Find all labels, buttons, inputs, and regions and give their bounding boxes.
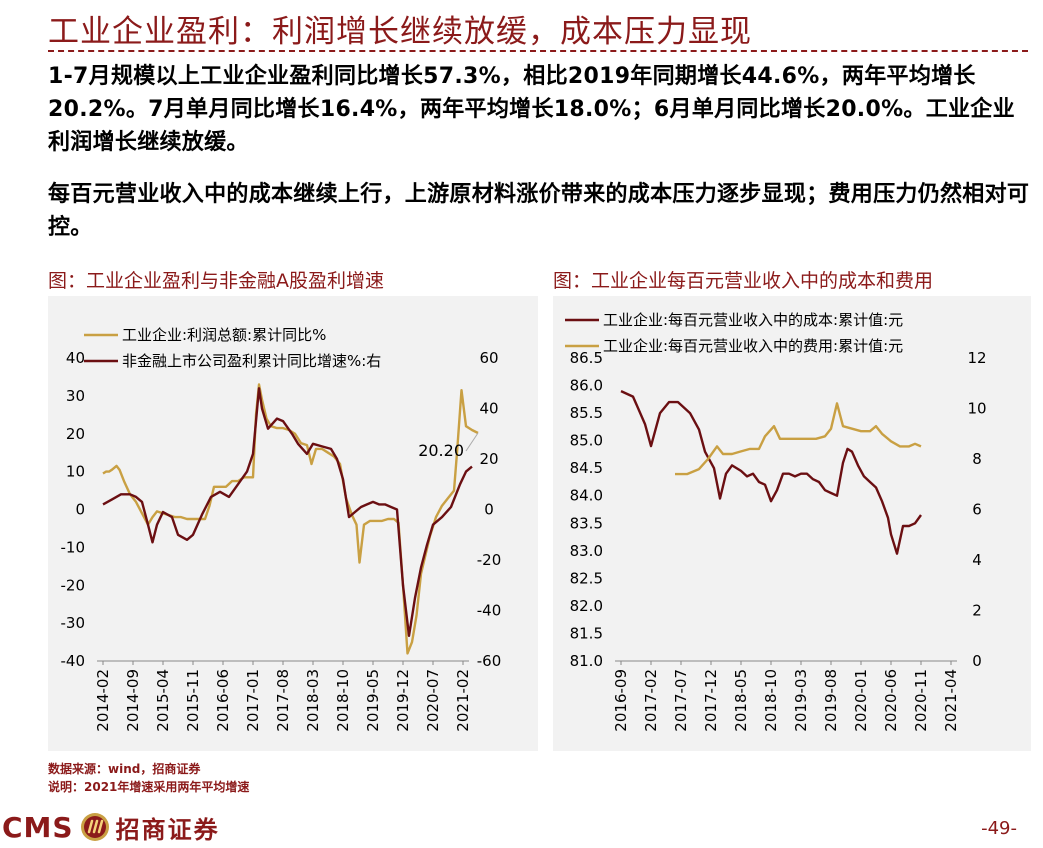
y2-tick-label: 8 bbox=[972, 450, 982, 468]
y-tick-label: 83.5 bbox=[570, 514, 603, 532]
y2-tick-label: 40 bbox=[479, 400, 498, 418]
page-title: 工业企业盈利：利润增长继续放缓，成本压力显现 bbox=[48, 14, 752, 50]
x-tick-label: 2016-06 bbox=[214, 669, 232, 732]
y2-tick-label: 60 bbox=[479, 349, 498, 367]
series-line-1 bbox=[620, 390, 922, 555]
right-chart: 2016-09 2017-02 2017-07 2017-12 2018-05 2018-… bbox=[565, 311, 987, 732]
y-tick-label: 82.5 bbox=[570, 569, 603, 587]
y-tick-label: -10 bbox=[61, 538, 86, 556]
y-tick-label: 84.5 bbox=[570, 459, 603, 477]
annotation-leader bbox=[465, 432, 479, 452]
brand-logo: CMS 招商证券 bbox=[2, 810, 220, 844]
legend-label: 工业企业:利润总额:累计同比% bbox=[122, 326, 326, 344]
y-tick-label: 30 bbox=[66, 387, 85, 405]
y2-tick-label: 6 bbox=[972, 501, 982, 519]
y-tick-label: 82.0 bbox=[570, 597, 603, 615]
title-divider bbox=[48, 50, 1028, 52]
logo-zh-text: 招商证券 bbox=[115, 814, 220, 844]
left-figure-title: 图：工业企业盈利与非金融A股盈利增速 bbox=[48, 270, 384, 292]
x-tick-label: 2020-06 bbox=[882, 669, 900, 732]
y2-tick-label: 0 bbox=[972, 652, 982, 670]
x-tick-label: 2014-02 bbox=[94, 669, 112, 732]
y2-tick-label: 12 bbox=[967, 349, 986, 367]
annotation-label: 20.20 bbox=[418, 441, 464, 460]
x-tick-label: 2019-08 bbox=[822, 669, 840, 732]
x-tick-label: 2019-05 bbox=[364, 669, 382, 732]
y-tick-label: 85.0 bbox=[570, 432, 603, 450]
logo-emblem-icon bbox=[80, 813, 109, 841]
y-tick-label: -40 bbox=[61, 652, 86, 670]
x-tick-label: 2020-07 bbox=[424, 669, 442, 732]
y-tick-label: 0 bbox=[75, 501, 85, 519]
y2-tick-label: -20 bbox=[477, 551, 502, 569]
y-tick-label: -30 bbox=[61, 614, 86, 632]
y-tick-label: 84.0 bbox=[570, 487, 603, 505]
x-tick-label: 2014-09 bbox=[124, 669, 142, 732]
data-source-note: 数据来源：wind，招商证券 bbox=[48, 762, 201, 776]
legend-label: 工业企业:每百元营业收入中的成本:累计值:元 bbox=[603, 311, 903, 329]
y-tick-label: 86.5 bbox=[570, 349, 603, 367]
series-line-1 bbox=[102, 383, 479, 655]
x-tick-label: 2018-03 bbox=[304, 669, 322, 732]
legend-label: 非金融上市公司盈利累计同比增速%:右 bbox=[122, 352, 381, 370]
x-tick-label: 2017-12 bbox=[702, 669, 720, 732]
summary-paragraph-1: 1-7月规模以上工业企业盈利同比增长57.3%，相比2019年同期增长44.6%… bbox=[48, 64, 1015, 155]
x-tick-label: 2017-08 bbox=[274, 669, 292, 732]
y2-tick-label: 10 bbox=[967, 400, 986, 418]
x-tick-label: 2015-04 bbox=[154, 669, 172, 732]
x-tick-label: 2020-11 bbox=[912, 669, 930, 732]
y-tick-label: -20 bbox=[61, 576, 86, 594]
y-tick-label: 86.0 bbox=[570, 377, 603, 395]
y-tick-label: 81.5 bbox=[570, 624, 603, 642]
x-tick-label: 2017-07 bbox=[672, 669, 690, 732]
x-tick-label: 2016-09 bbox=[612, 669, 630, 732]
x-tick-label: 2019-12 bbox=[394, 669, 412, 732]
left-chart: 2014-02 2014-09 2015-04 2015-11 2016-06 2017-… bbox=[61, 326, 502, 732]
summary-paragraph-2: 每百元营业收入中的成本继续上行，上游原材料涨价带来的成本压力逐步显现；费用压力仍… bbox=[48, 182, 1030, 240]
right-figure-title: 图：工业企业每百元营业收入中的成本和费用 bbox=[553, 270, 934, 292]
x-tick-label: 2021-04 bbox=[942, 669, 960, 732]
x-tick-label: 2018-10 bbox=[334, 669, 352, 732]
y2-tick-label: 4 bbox=[972, 551, 982, 569]
y-tick-label: 81.0 bbox=[570, 652, 603, 670]
y-tick-label: 83.0 bbox=[570, 542, 603, 560]
y2-tick-label: -40 bbox=[477, 602, 502, 620]
x-tick-label: 2020-01 bbox=[852, 669, 870, 732]
x-tick-label: 2019-03 bbox=[792, 669, 810, 732]
x-tick-label: 2017-01 bbox=[244, 669, 262, 732]
right-chart-panel: 2016-09 2017-02 2017-07 2017-12 2018-05 2018-… bbox=[553, 296, 1031, 751]
x-tick-label: 2018-05 bbox=[732, 669, 750, 732]
left-chart-panel: 2014-02 2014-09 2015-04 2015-11 2016-06 2017-… bbox=[48, 296, 538, 751]
x-tick-label: 2015-11 bbox=[184, 669, 202, 732]
y-tick-label: 20 bbox=[66, 425, 85, 443]
y-tick-label: 40 bbox=[66, 349, 85, 367]
logo-cms-text: CMS bbox=[2, 810, 74, 844]
y2-tick-label: 2 bbox=[972, 602, 982, 620]
x-tick-label: 2021-02 bbox=[454, 669, 472, 732]
y-tick-label: 85.5 bbox=[570, 404, 603, 422]
x-tick-label: 2018-10 bbox=[762, 669, 780, 732]
series-line-2 bbox=[675, 402, 922, 476]
x-tick-label: 2017-02 bbox=[642, 669, 660, 732]
y2-tick-label: -60 bbox=[477, 652, 502, 670]
page-number: -49- bbox=[981, 818, 1017, 839]
series-line-2 bbox=[102, 387, 473, 637]
y2-tick-label: 0 bbox=[484, 501, 494, 519]
y-tick-label: 10 bbox=[66, 463, 85, 481]
legend-label: 工业企业:每百元营业收入中的费用:累计值:元 bbox=[603, 337, 903, 355]
method-note: 说明：2021年增速采用两年平均增速 bbox=[48, 780, 250, 794]
y2-tick-label: 20 bbox=[479, 450, 498, 468]
